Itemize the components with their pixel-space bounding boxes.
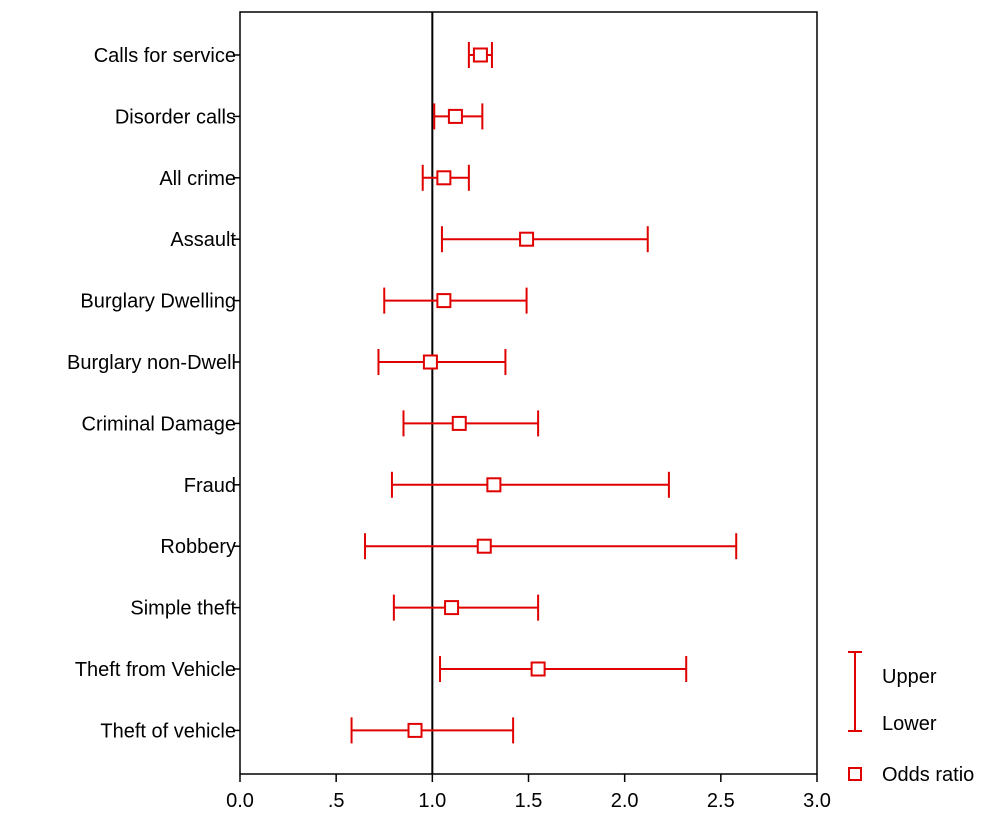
- odds-ratio-marker: [436, 293, 452, 309]
- x-tick-label: .5: [328, 790, 345, 812]
- odds-ratio-marker: [486, 477, 502, 493]
- odds-ratio-marker: [519, 231, 535, 247]
- x-tick-label: 1.5: [515, 790, 543, 812]
- legend: Upper Lower Odds ratio: [848, 651, 974, 786]
- y-tick-label: Theft of vehicle: [100, 720, 236, 742]
- odds-ratio-marker: [422, 354, 438, 370]
- x-tick-label: 2.5: [707, 790, 735, 812]
- legend-square-marker-icon: [848, 767, 862, 781]
- y-tick-label: Fraud: [184, 475, 236, 497]
- y-tick-label: Simple theft: [130, 598, 236, 620]
- y-tick-label: Disorder calls: [115, 106, 236, 128]
- error-bar-row: [467, 42, 493, 68]
- error-bar-row: [350, 717, 515, 744]
- odds-ratio-marker: [472, 47, 488, 63]
- odds-ratio-marker: [407, 722, 423, 738]
- error-bar-row: [364, 533, 738, 560]
- error-bar-row: [439, 656, 688, 682]
- error-bar-row: [421, 164, 470, 191]
- error-bar-row: [377, 349, 507, 375]
- x-tick-label: 0.0: [226, 790, 254, 812]
- odds-ratio-marker: [436, 170, 452, 186]
- error-bar-row: [440, 226, 649, 253]
- x-tick-label: 3.0: [803, 790, 831, 812]
- y-tick-label: Criminal Damage: [82, 413, 237, 435]
- odds-ratio-marker: [451, 415, 467, 431]
- x-tick-label: 1.0: [418, 790, 446, 812]
- plot-frame: [239, 11, 818, 775]
- plot-area: [239, 11, 818, 775]
- y-axis: Calls for service Disorder calls All crime…: [67, 45, 240, 742]
- error-bar-row: [402, 410, 540, 437]
- y-tick-label: Calls for service: [94, 45, 236, 67]
- odds-ratio-marker: [447, 108, 463, 124]
- x-axis: 0.0 .5 1.0 1.5 2.0 2.5 3.0: [226, 774, 831, 812]
- legend-label-upper: Upper: [882, 666, 937, 688]
- x-tick-label: 2.0: [611, 790, 639, 812]
- y-tick-label: Robbery: [160, 536, 236, 558]
- error-bar-row: [383, 287, 528, 314]
- legend-error-bar-icon: [848, 651, 862, 732]
- y-tick-label: Burglary Dwelling: [80, 291, 236, 313]
- odds-ratio-marker: [530, 661, 546, 677]
- y-tick-label: Assault: [170, 229, 236, 251]
- odds-ratio-marker: [476, 538, 492, 554]
- y-tick-label: Burglary non-Dwell: [67, 352, 236, 374]
- y-tick-label: All crime: [159, 168, 236, 190]
- legend-label-lower: Lower: [882, 713, 937, 735]
- error-bar-row: [392, 594, 540, 621]
- error-bars: [350, 42, 738, 744]
- error-bar-row: [433, 103, 484, 130]
- error-bar-row: [390, 471, 670, 498]
- legend-label-odds-ratio: Odds ratio: [882, 764, 974, 786]
- y-tick-label: Theft from Vehicle: [75, 659, 236, 681]
- odds-ratio-marker: [444, 600, 460, 616]
